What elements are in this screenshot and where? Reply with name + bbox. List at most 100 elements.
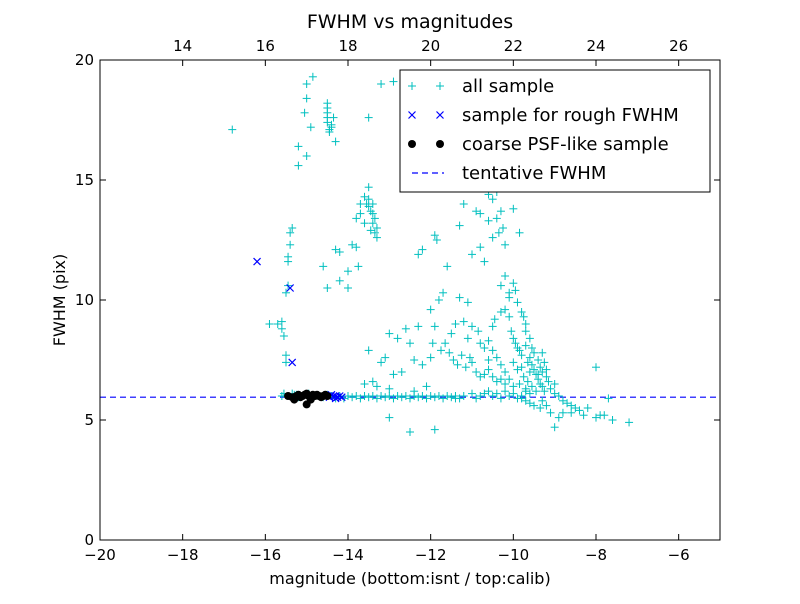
data-point <box>492 377 501 386</box>
plot-area: −20 −18 −16 −14 −12 −10 −8 −6 0 5 10 15 20 14 16 18 20 22… <box>75 37 721 564</box>
data-point <box>480 389 489 398</box>
legend-swatch-b-b <box>436 111 444 119</box>
data-point <box>554 413 563 422</box>
data-point <box>484 356 493 364</box>
data-point <box>472 207 481 216</box>
legend-label: coarse PSF-like sample <box>462 134 669 155</box>
data-point-b <box>335 392 344 400</box>
data-point <box>356 394 365 403</box>
data-point <box>459 200 468 208</box>
data-point <box>542 401 551 410</box>
data-point <box>600 411 609 420</box>
data-point <box>284 252 293 261</box>
data-point <box>521 396 530 405</box>
data-point <box>354 262 363 271</box>
x-tick-label: −14 <box>332 546 364 564</box>
data-point <box>509 389 518 398</box>
legend-swatch-b <box>436 140 444 148</box>
data-point <box>501 305 510 314</box>
data-point <box>567 408 576 417</box>
data-point <box>501 240 510 249</box>
data-point <box>294 161 303 170</box>
data-point <box>302 80 311 88</box>
data-point <box>286 284 295 292</box>
data-point <box>323 118 332 127</box>
data-point <box>455 221 464 230</box>
data-point <box>410 356 419 364</box>
data-point <box>459 392 468 400</box>
data-point <box>364 202 373 211</box>
data-point <box>472 394 481 403</box>
data-point <box>282 351 290 360</box>
data-point <box>525 389 534 398</box>
data-point <box>439 394 448 403</box>
data-point <box>352 214 361 223</box>
legend-label: all sample <box>462 76 554 97</box>
data-point <box>306 123 315 132</box>
data-point <box>463 334 472 343</box>
data-point <box>538 348 547 357</box>
data-point <box>325 128 334 136</box>
data-point <box>277 324 286 333</box>
data-point <box>476 339 485 348</box>
top-x-tick-label: 16 <box>256 37 275 55</box>
top-x-tick-label: 14 <box>173 37 192 55</box>
data-point <box>625 418 634 427</box>
data-point <box>426 392 435 400</box>
data-point <box>434 296 443 304</box>
data-point <box>532 387 541 396</box>
data-point <box>525 368 534 376</box>
data-point <box>302 152 311 160</box>
y-tick-label: 10 <box>75 291 94 309</box>
data-point <box>488 322 497 331</box>
data-point <box>484 216 493 225</box>
data-point <box>428 339 437 348</box>
data-point <box>505 312 514 321</box>
data-point <box>430 425 439 434</box>
data-point <box>406 339 414 348</box>
data-point <box>530 401 538 410</box>
data-point <box>418 245 427 254</box>
y-axis-label: FWHM (pix) <box>50 254 69 347</box>
data-point <box>434 392 443 400</box>
legend: all sample sample for rough FWHM coarse PS… <box>399 69 711 193</box>
data-point <box>443 392 452 400</box>
data-point <box>364 346 373 355</box>
data-point <box>327 120 336 129</box>
data-point <box>480 257 489 266</box>
data-point <box>323 284 332 292</box>
data-point <box>360 392 369 400</box>
data-point <box>484 365 493 374</box>
data-point <box>468 389 476 398</box>
data-point <box>286 240 295 249</box>
data-point <box>294 142 303 151</box>
data-point <box>323 108 332 117</box>
data-point <box>550 380 559 388</box>
top-x-tick-label: 26 <box>669 37 688 55</box>
data-point <box>406 394 414 403</box>
data-point <box>397 393 406 402</box>
legend-swatch-a <box>408 140 416 148</box>
data-point <box>496 207 505 216</box>
legend-entry: all sample <box>408 76 554 97</box>
data-point <box>463 298 472 307</box>
data-point <box>356 200 365 208</box>
x-tick-label: −16 <box>250 546 282 564</box>
data-point <box>517 351 526 360</box>
data-point <box>290 395 299 404</box>
data-point <box>401 324 410 333</box>
data-point <box>527 344 536 352</box>
data-point <box>377 392 386 400</box>
data-point <box>406 428 414 436</box>
data-point <box>542 372 551 381</box>
data-point <box>447 393 456 402</box>
data-point <box>521 387 530 396</box>
y-tick-label: 5 <box>84 411 94 429</box>
data-point <box>288 358 297 367</box>
data-point-b <box>337 393 346 402</box>
data-point <box>507 327 516 336</box>
data-point <box>527 360 536 369</box>
data-point <box>540 358 549 367</box>
data-point <box>527 382 536 391</box>
data-point <box>480 370 489 379</box>
